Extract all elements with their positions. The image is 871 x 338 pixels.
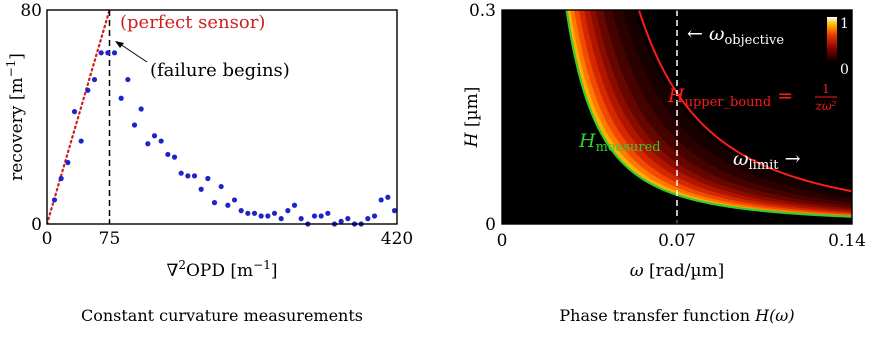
left-chart: 0 75 420 0 80 (perfect sensor) (failure begi… [4,1,413,325]
omega-limit-label: ωlimit → [733,148,801,173]
data-point [125,76,131,83]
colorbar-tick-min: 0 [840,62,849,78]
data-point [345,216,351,222]
colorbar-tick-max: 1 [840,16,849,32]
data-point [365,216,371,222]
left-y-axis-label: recovery [m−1] [4,53,27,181]
data-point [105,50,111,56]
data-point [298,216,304,222]
data-point [225,202,231,208]
heatmap-zero-region [532,10,852,224]
left-ticks: 0 75 420 0 80 [20,1,413,249]
data-point [118,95,124,101]
data-point [198,186,204,192]
data-point [165,151,171,158]
data-point [205,175,211,182]
data-point [78,138,84,144]
data-point [51,197,58,203]
heatmap-bands [532,10,852,224]
ideal-line-segment [47,10,111,224]
h-upper-bound-label: Hupper_bound = 1 zω² [667,82,837,113]
omega-objective-label: ← ωobjective [687,23,784,48]
upper-bound-curve [637,10,852,193]
data-point [325,210,331,216]
data-point [178,170,184,176]
data-point [278,216,284,222]
x-tick-label: 420 [381,229,413,249]
data-point [378,197,384,203]
data-point [251,210,258,216]
data-point [285,208,291,214]
data-point [218,183,224,190]
y-tick-label: 80 [20,1,42,21]
data-point [391,208,398,214]
data-point [211,200,218,206]
data-point [65,159,71,166]
y-tick-label: 0.3 [469,1,496,21]
data-point [58,175,64,182]
h-measured-label: Hmeasured [578,130,661,155]
left-x-axis-label: ∇2OPD [m−1] [166,258,277,281]
annotation-failure-begins: (failure begins) [150,60,290,81]
data-point [171,154,178,160]
x-tick-label: 0 [42,229,53,249]
data-point [151,133,158,139]
data-point [111,50,118,56]
recovery-points [51,50,398,227]
x-tick-label: 0 [497,231,508,251]
right-x-axis-label: ω [rad/µm] [630,261,725,281]
data-point [191,173,198,179]
data-point [131,122,138,128]
data-point [371,213,378,219]
svg-text:1: 1 [822,82,830,96]
data-point [71,109,78,115]
data-point [91,76,98,83]
data-point [311,213,318,219]
data-point [318,213,324,219]
left-caption: Constant curvature measurements [81,306,363,325]
y-tick-label: 0 [485,215,496,235]
right-ticks: 0 0.07 0.14 0 0.3 [469,1,866,251]
right-y-axis-label: H [µm] [462,87,482,149]
svg-text:zω²: zω² [815,99,837,113]
data-point [271,210,278,216]
left-plot-frame [46,9,398,225]
data-point [231,197,238,203]
svg-text:Hupper_bound =: Hupper_bound = [667,85,793,110]
x-tick-label: 0.07 [658,231,696,251]
x-tick-label: 0.14 [828,231,866,251]
data-point [145,141,151,147]
x-tick-label: 75 [99,229,121,249]
data-point [238,208,244,214]
data-point [265,213,271,219]
data-point [291,202,298,208]
data-point [85,87,91,93]
data-point [258,213,264,219]
data-point [245,210,251,216]
data-point [138,106,144,112]
data-point [158,138,164,144]
perfect-sensor-line [47,10,111,224]
y-tick-label: 0 [31,215,42,235]
annotation-perfect-sensor: (perfect sensor) [120,12,265,33]
right-caption: Phase transfer function H(ω) [559,306,794,325]
data-point [385,194,391,200]
colorbar [827,17,837,62]
failure-arrowhead [115,41,124,48]
heatmap-curves [565,10,852,218]
measured-curve [565,10,852,218]
data-point [338,218,344,224]
data-point [185,173,191,179]
data-point [98,50,104,56]
